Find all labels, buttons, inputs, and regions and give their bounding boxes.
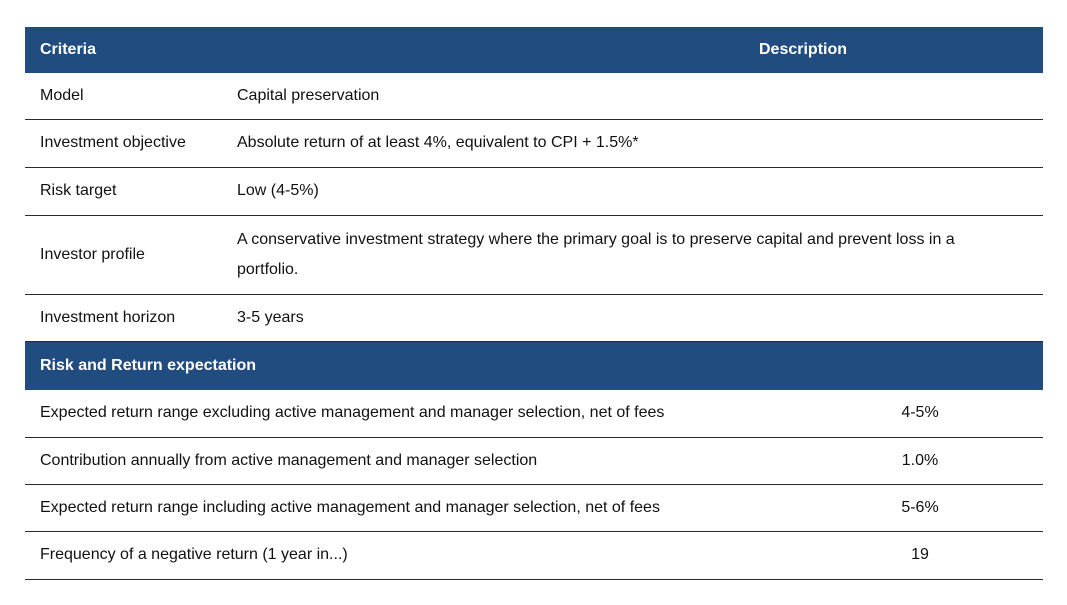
- row-label: Investor profile: [40, 245, 145, 263]
- row-value: 1.0%: [901, 451, 939, 469]
- row-label: Risk target: [40, 182, 117, 200]
- row-label: Investment objective: [40, 134, 186, 152]
- row-value: 4-5%: [901, 404, 939, 422]
- row-label: Investment horizon: [40, 308, 176, 326]
- table-row: Investment objective Absolute return of …: [25, 120, 1043, 168]
- row-label: Contribution annually from active manage…: [40, 451, 538, 469]
- row-label: Model: [40, 86, 84, 104]
- model-criteria-table: Criteria Description Model Capital prese…: [25, 27, 1043, 580]
- table-row: Investment horizon 3-5 years: [25, 295, 1043, 342]
- row-value: 3-5 years: [237, 308, 304, 326]
- row-value: Capital preservation: [237, 86, 380, 104]
- criteria-column-header: Criteria: [40, 40, 97, 58]
- table-row: Model Capital preservation: [25, 73, 1043, 120]
- row-value: A conservative investment strategy where…: [237, 230, 955, 278]
- row-label: Expected return range including active m…: [40, 498, 660, 516]
- row-value: 5-6%: [901, 498, 939, 516]
- table-row: Investor profile A conservative investme…: [25, 216, 1043, 295]
- table-row: Contribution annually from active manage…: [25, 438, 1043, 485]
- table-row: Frequency of a negative return (1 year i…: [25, 532, 1043, 580]
- table-header: Criteria Description: [25, 27, 1043, 73]
- table-row: Expected return range excluding active m…: [25, 390, 1043, 438]
- description-column-header: Description: [759, 40, 848, 58]
- section-title: Risk and Return expectation: [40, 356, 257, 374]
- table-row: Risk target Low (4-5%): [25, 168, 1043, 216]
- row-value: 19: [911, 546, 929, 564]
- row-label: Frequency of a negative return (1 year i…: [40, 546, 348, 564]
- row-value: Absolute return of at least 4%, equivale…: [237, 134, 639, 152]
- table-row: Expected return range including active m…: [25, 485, 1043, 532]
- section-header: Risk and Return expectation: [25, 342, 1043, 390]
- row-label: Expected return range excluding active m…: [40, 404, 665, 422]
- row-value: Low (4-5%): [237, 182, 319, 200]
